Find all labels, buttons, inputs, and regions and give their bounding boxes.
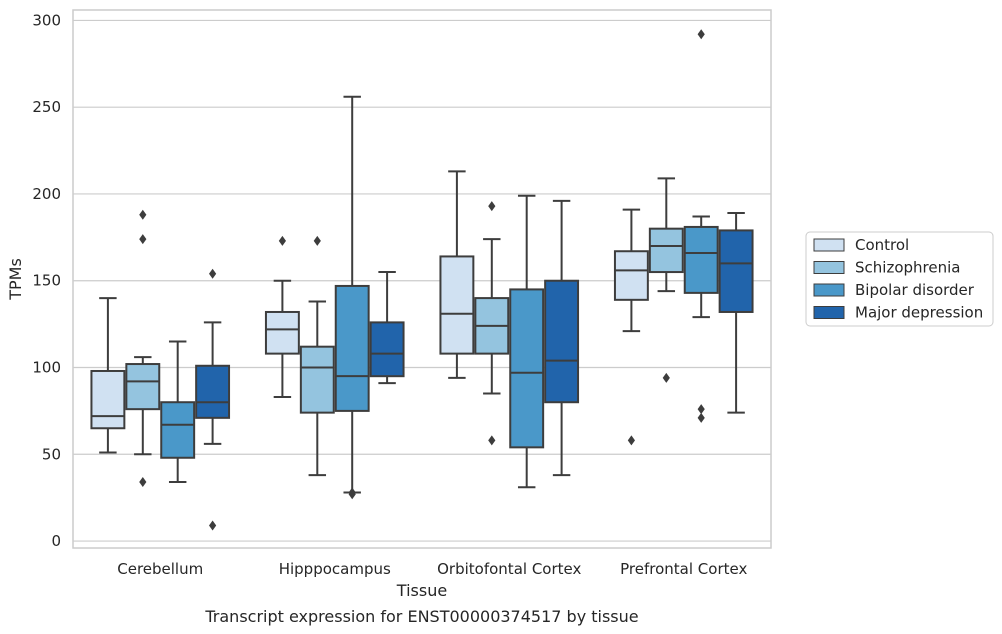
- outlier-point: [662, 372, 670, 383]
- legend-swatch: [813, 261, 845, 274]
- chart-caption: Transcript expression for ENST0000037451…: [204, 607, 638, 626]
- x-axis-ticks: Cerebellum Hipppocampus Orbitofontal Corte…: [117, 560, 747, 578]
- y-tick-label: 0: [51, 532, 61, 550]
- x-tick-label: Orbitofontal Cortex: [437, 560, 581, 578]
- outlier-point: [697, 29, 705, 40]
- box-schizophrenia: [299, 235, 335, 477]
- box-series: [90, 29, 754, 531]
- plot-area-frame: [72, 9, 772, 549]
- outlier-point: [278, 235, 286, 246]
- box-iqr: [299, 345, 335, 414]
- box-schizophrenia: [125, 209, 161, 488]
- x-tick-label: Prefrontal Cortex: [620, 560, 747, 578]
- box-iqr: [439, 255, 475, 355]
- box-iqr: [544, 279, 580, 404]
- legend-label: Schizophrenia: [855, 259, 960, 277]
- box-iqr: [718, 229, 754, 313]
- outlier-point: [627, 435, 635, 446]
- box-bipolar-disorder: [334, 95, 370, 500]
- legend: Control Schizophrenia Bipolar disorder Majo…: [805, 231, 994, 327]
- y-tick-label: 200: [32, 185, 61, 203]
- x-tick-label: Cerebellum: [117, 560, 203, 578]
- legend-label: Control: [855, 236, 909, 254]
- box-iqr: [195, 364, 231, 419]
- box-major-depression: [718, 212, 754, 414]
- box-control: [613, 208, 649, 446]
- outlier-point: [488, 201, 496, 212]
- y-tick-label: 300: [32, 11, 61, 29]
- box-iqr: [334, 284, 370, 412]
- box-major-depression: [544, 199, 580, 477]
- outlier-point: [697, 412, 705, 423]
- outlier-point: [139, 209, 147, 220]
- x-axis-title: Tissue: [396, 581, 447, 600]
- legend-frame: [805, 231, 994, 327]
- y-tick-label: 250: [32, 98, 61, 116]
- outlier-point: [209, 268, 217, 279]
- y-axis-ticks: 0 50 100 150 200 250 300: [32, 11, 61, 550]
- y-tick-label: 50: [42, 445, 61, 463]
- box-iqr: [125, 363, 161, 411]
- box-bipolar-disorder: [509, 194, 545, 489]
- y-tick-label: 100: [32, 359, 61, 377]
- x-tick-label: Hipppocampus: [279, 560, 391, 578]
- box-iqr: [648, 227, 684, 274]
- box-control: [264, 235, 300, 399]
- box-control: [439, 170, 475, 379]
- box-iqr: [160, 401, 196, 459]
- outlier-point: [139, 234, 147, 245]
- box-iqr: [509, 288, 545, 449]
- outlier-point: [697, 404, 705, 415]
- outlier-point: [348, 487, 356, 498]
- outlier-point: [209, 520, 217, 531]
- legend-label: Major depression: [855, 304, 983, 322]
- box-major-depression: [369, 271, 405, 385]
- outlier-point: [139, 477, 147, 488]
- legend-swatch: [813, 283, 845, 297]
- legend-swatch: [813, 306, 845, 319]
- box-iqr: [683, 225, 719, 294]
- box-iqr: [264, 310, 300, 355]
- outlier-point: [313, 235, 321, 246]
- legend-swatch: [813, 238, 845, 252]
- y-tick-label: 150: [32, 272, 61, 290]
- y-axis-title: TPMs: [6, 258, 25, 301]
- box-bipolar-disorder: [683, 29, 719, 423]
- box-schizophrenia: [474, 201, 510, 446]
- box-schizophrenia: [648, 177, 684, 383]
- legend-label: Bipolar disorder: [855, 281, 975, 299]
- box-control: [90, 297, 126, 454]
- box-major-depression: [195, 268, 231, 531]
- box-iqr: [613, 250, 649, 301]
- box-iqr: [90, 369, 126, 430]
- box-bipolar-disorder: [160, 340, 196, 484]
- box-iqr: [369, 321, 405, 378]
- outlier-point: [488, 435, 496, 446]
